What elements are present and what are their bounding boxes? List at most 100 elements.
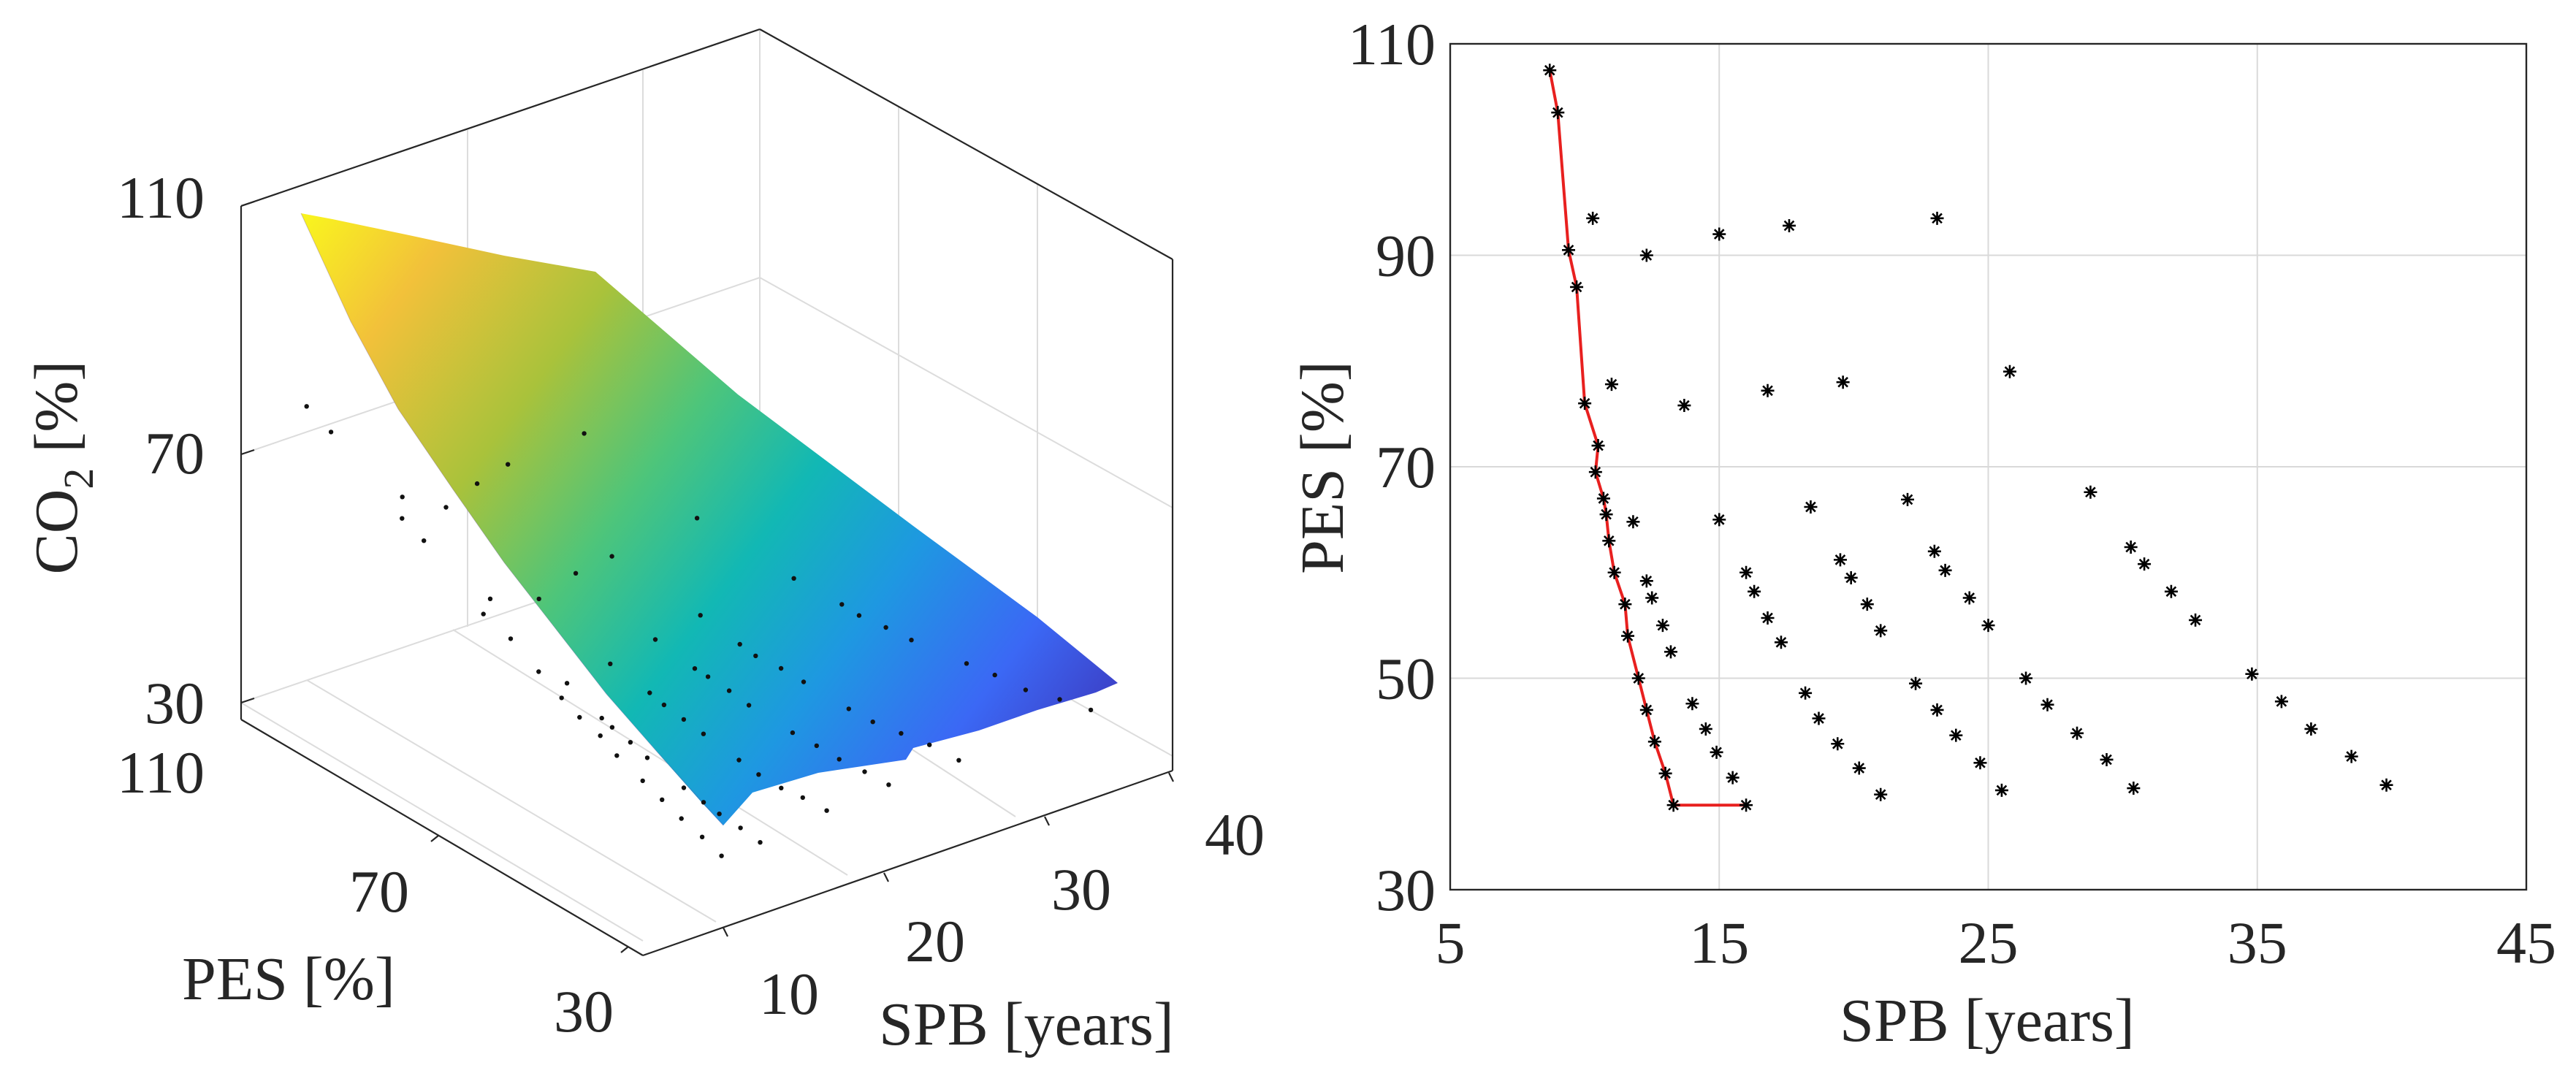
- scatter-point-73: [2244, 666, 2260, 682]
- scatter-point-60: [1829, 736, 1845, 752]
- scatter-point-48: [1962, 590, 1978, 606]
- surface-point-46: [778, 665, 784, 671]
- surface-point-33: [609, 725, 615, 730]
- scatter-y-tick-70: 70: [1376, 434, 1436, 500]
- surface-point-14: [699, 834, 705, 840]
- surface-point-22: [487, 596, 493, 601]
- scatter-point-58: [1797, 685, 1813, 701]
- surface-point-29: [652, 637, 658, 642]
- scatter-point-76: [2344, 749, 2359, 764]
- surface-point-36: [647, 690, 652, 695]
- scatter-point-2: [1561, 242, 1577, 258]
- scatter-point-19: [1585, 210, 1601, 226]
- scatter-y-axis-label: PES [%]: [1289, 361, 1357, 574]
- scatter-point-33: [2083, 484, 2098, 500]
- surface-point-74: [1057, 697, 1062, 702]
- scatter-point-16: [1658, 766, 1673, 782]
- scatter-point-53: [2187, 612, 2203, 628]
- surface-point-58: [779, 785, 784, 791]
- surface-point-4: [481, 611, 486, 617]
- scatter-point-10: [1607, 565, 1622, 581]
- scatter-point-77: [2379, 777, 2394, 793]
- scatter-point-40: [1760, 610, 1775, 626]
- surface-point-13: [679, 816, 684, 821]
- response-surface: [301, 213, 1118, 825]
- x-tick-10: 10: [759, 961, 819, 1027]
- scatter-point-17: [1666, 797, 1681, 813]
- scatter-point-54: [1685, 695, 1700, 711]
- scatter-point-32: [1899, 492, 1916, 508]
- surface-point-75: [1088, 707, 1094, 713]
- scatter-point-63: [1908, 676, 1924, 692]
- surface-point-43: [746, 703, 752, 708]
- scatter-point-22: [1781, 218, 1797, 234]
- scatter-point-56: [1709, 744, 1724, 760]
- surface-point-61: [790, 730, 796, 736]
- surface-point-0: [304, 404, 309, 409]
- scatter-point-26: [1760, 383, 1775, 399]
- y-axis-label: PES [%]: [182, 945, 395, 1013]
- surface-point-15: [719, 853, 724, 858]
- scatter-point-69: [2040, 697, 2055, 712]
- surface-edge: [300, 213, 724, 826]
- scatter-point-49: [1981, 617, 1996, 633]
- scatter-point-67: [1994, 782, 2010, 798]
- y-tick-70: 70: [349, 858, 409, 925]
- scatter-point-65: [1948, 728, 1964, 743]
- surface-point-50: [883, 625, 888, 630]
- surface-point-28: [608, 661, 613, 666]
- scatter-point-1: [1550, 104, 1566, 121]
- surface-points: [304, 404, 1094, 858]
- scatter-point-27: [1835, 374, 1851, 390]
- scatter-point-24: [1604, 376, 1620, 392]
- scatter-points: [1542, 62, 2394, 813]
- surface-point-32: [599, 715, 604, 721]
- surface-point-18: [443, 505, 449, 510]
- surface-point-70: [956, 757, 961, 763]
- scatter-point-29: [1626, 514, 1641, 530]
- surface-point-30: [698, 613, 703, 618]
- surface-point-53: [701, 800, 706, 805]
- scatter-point-59: [1811, 711, 1826, 726]
- surface-point-72: [992, 672, 997, 678]
- surface-point-49: [856, 613, 862, 618]
- surface-point-11: [640, 778, 645, 784]
- x-tick-40: 40: [1205, 801, 1265, 868]
- surface-point-6: [536, 669, 541, 674]
- surface-point-25: [609, 554, 614, 559]
- surface-axes: [240, 28, 1174, 957]
- surface-point-62: [814, 743, 820, 749]
- scatter-point-45: [1872, 623, 1889, 638]
- scatter-point-23: [1929, 210, 1945, 226]
- surface-point-9: [598, 733, 603, 738]
- surface-point-42: [726, 688, 732, 693]
- surface-point-51: [909, 638, 914, 643]
- scatter-grid: [1450, 44, 2526, 890]
- scatter-y-tick-30: 30: [1376, 857, 1436, 923]
- scatter-point-70: [2069, 725, 2085, 741]
- scatter-point-39: [1746, 584, 1762, 600]
- surface-point-26: [694, 516, 700, 521]
- surface-point-63: [837, 757, 842, 762]
- scatter-point-21: [1711, 226, 1727, 242]
- surface-point-52: [681, 785, 687, 790]
- scatter-x-tick-5: 5: [1436, 909, 1466, 976]
- scatter-point-34: [1639, 573, 1655, 589]
- scatter-point-44: [1859, 596, 1875, 612]
- x-axis-label: SPB [years]: [879, 991, 1174, 1058]
- scatter-point-37: [1663, 644, 1679, 660]
- surface-point-71: [964, 661, 969, 666]
- scatter-x-tick-35: 35: [2228, 909, 2287, 976]
- z-tick-30: 30: [145, 670, 205, 736]
- surface-point-31: [791, 576, 796, 581]
- y-tick-30: 30: [554, 978, 614, 1045]
- z-tick-70: 70: [145, 420, 205, 486]
- surface-point-17: [400, 495, 405, 500]
- surface-point-2: [400, 516, 405, 521]
- scatter-point-11: [1617, 596, 1633, 612]
- surface-point-27: [564, 681, 570, 686]
- scatter-point-5: [1590, 438, 1606, 454]
- scatter-point-20: [1639, 248, 1655, 263]
- scatter-point-8: [1598, 506, 1614, 522]
